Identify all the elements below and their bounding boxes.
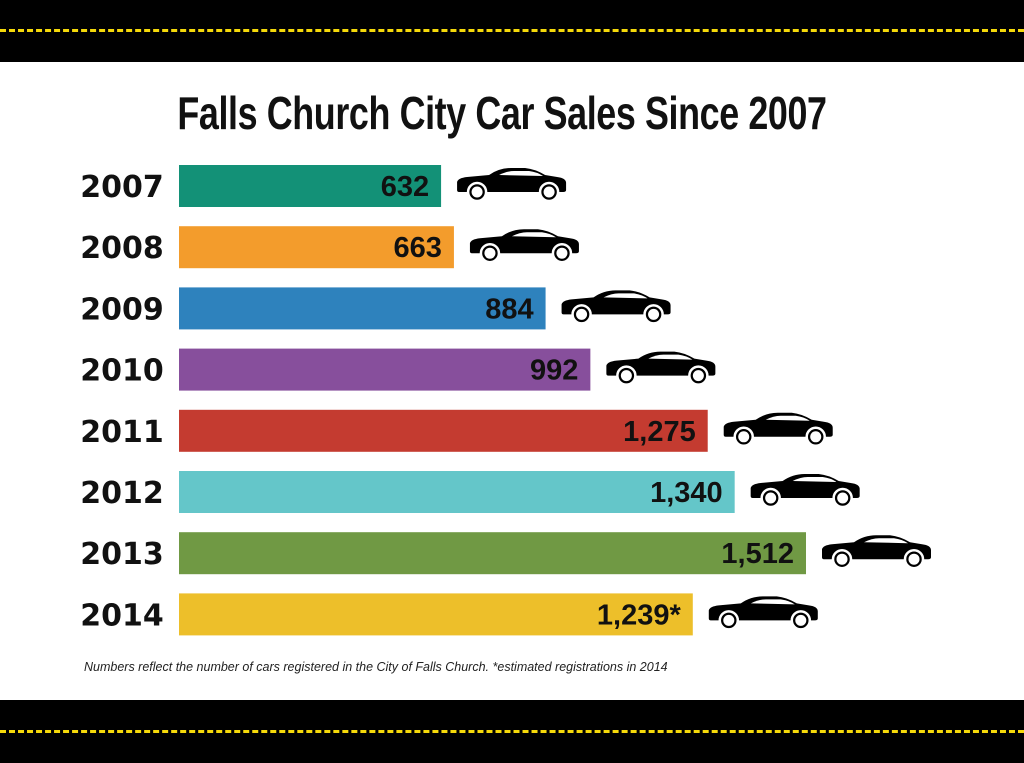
value-label: 1,275 — [623, 416, 696, 448]
value-label: 1,512 — [721, 538, 794, 570]
road-strip-bottom — [0, 700, 1024, 763]
car-wheel-hub — [810, 431, 822, 443]
road-strip-top — [0, 0, 1024, 62]
car-wheel-hub — [723, 614, 735, 626]
car-wheel-hub — [738, 431, 750, 443]
bar-2014 — [179, 593, 693, 636]
car-window — [603, 293, 648, 299]
value-label: 1,239* — [597, 599, 682, 631]
year-label: 2008 — [80, 231, 164, 266]
lane-dashes-bottom — [0, 730, 1024, 733]
car-wheel-hub — [620, 370, 632, 382]
chart-title: Falls Church City Car Sales Since 2007 — [177, 87, 827, 139]
car-icon — [750, 474, 860, 509]
year-label: 2010 — [80, 354, 164, 389]
car-wheel-hub — [648, 308, 660, 320]
car-wheel-hub — [471, 186, 483, 198]
bar-2013 — [179, 532, 806, 575]
value-label: 1,340 — [650, 477, 723, 509]
bar-2011 — [179, 409, 708, 452]
car-icon — [708, 596, 818, 631]
year-label: 2014 — [80, 598, 164, 633]
car-window — [750, 599, 795, 605]
car-wheel-hub — [692, 370, 704, 382]
year-label: 2012 — [80, 476, 164, 511]
bar-2012 — [179, 471, 735, 513]
bar-2010 — [179, 348, 591, 391]
bar-chart: 2007 632 2008 663 2009 884 2010 992 2011 1,275 201… — [80, 165, 931, 636]
value-label: 632 — [381, 171, 429, 203]
car-window — [765, 415, 810, 421]
car-wheel-hub — [765, 492, 777, 504]
car-window — [499, 171, 544, 176]
bar-2008 — [179, 226, 454, 269]
year-label: 2007 — [80, 170, 164, 205]
car-icon — [469, 229, 579, 264]
car-icon — [561, 290, 671, 325]
value-label: 663 — [394, 232, 442, 264]
car-icon — [606, 351, 716, 386]
car-wheel-hub — [576, 308, 588, 320]
car-wheel-hub — [543, 186, 555, 198]
car-window — [511, 232, 556, 238]
bar-2007 — [179, 165, 442, 207]
value-label: 884 — [485, 293, 533, 325]
car-wheel-hub — [837, 492, 849, 504]
year-label: 2011 — [80, 415, 164, 450]
car-wheel-hub — [836, 553, 848, 565]
year-label: 2013 — [80, 537, 164, 572]
value-label: 992 — [530, 355, 578, 387]
lane-dashes-top — [0, 29, 1024, 32]
car-window — [648, 354, 693, 360]
car-window — [792, 477, 837, 482]
car-window — [864, 538, 908, 544]
car-icon — [457, 168, 567, 203]
bar-2009 — [179, 287, 546, 330]
chart-footnote: Numbers reflect the number of cars regis… — [84, 660, 668, 674]
car-wheel-hub — [556, 247, 568, 259]
car-icon — [723, 412, 833, 448]
car-wheel-hub — [484, 247, 496, 259]
car-wheel-hub — [795, 614, 807, 626]
car-icon — [822, 535, 931, 570]
year-label: 2009 — [80, 292, 164, 327]
car-wheel-hub — [908, 553, 920, 565]
